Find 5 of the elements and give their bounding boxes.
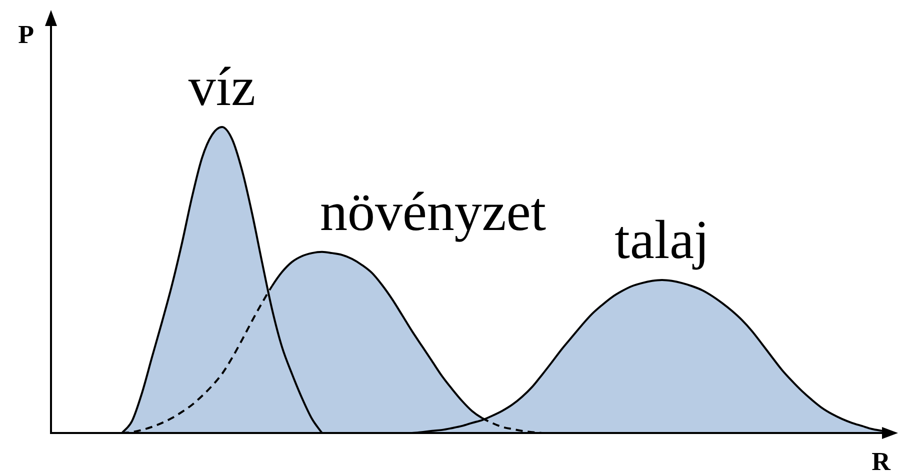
x-axis-title: R [872, 447, 891, 475]
series-label: növényzet [320, 180, 546, 242]
series-label: víz [188, 56, 256, 117]
y-axis-title: P [18, 20, 34, 49]
series-label: talaj [614, 209, 710, 270]
